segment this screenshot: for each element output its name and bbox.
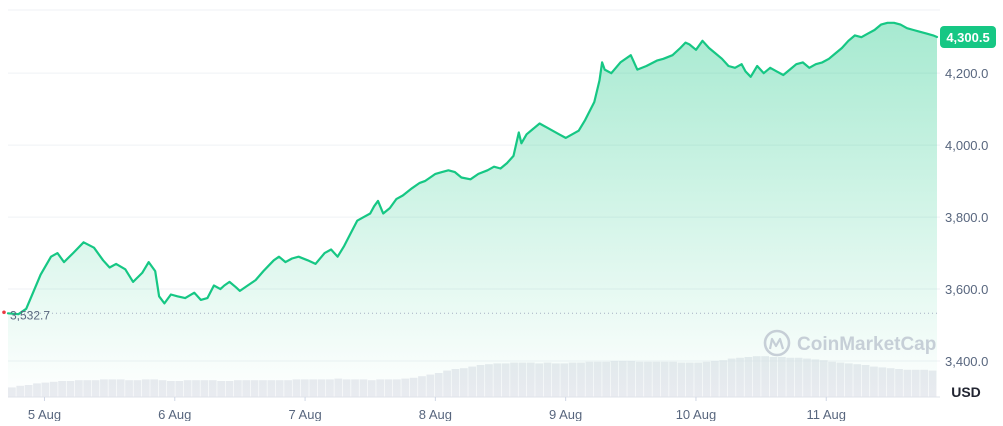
- start-price-label: 3,532.7: [10, 308, 50, 322]
- price-area: [8, 22, 937, 398]
- price-area-fill: [8, 22, 937, 398]
- x-tick-label: 11 Aug: [806, 407, 846, 421]
- price-line: [6, 21, 939, 316]
- x-tick-label: 10 Aug: [676, 407, 717, 421]
- y-tick-label: 4,000.0: [945, 138, 988, 153]
- x-tick-label: 8 Aug: [419, 407, 452, 421]
- current-price-label: 4,300.5: [946, 30, 989, 45]
- y-tick-label: 3,600.0: [945, 282, 988, 297]
- y-tick-label: 3,800.0: [945, 210, 988, 225]
- currency-label: USD: [951, 384, 981, 400]
- current-price-badge-bg: [940, 26, 996, 49]
- x-axis-ticks: 5 Aug 6 Aug 7 Aug 8 Aug 9 Aug 10 Aug 11 Aug: [28, 397, 846, 422]
- current-price-badge: 4,300.5: [940, 26, 996, 49]
- x-tick-label: 7 Aug: [288, 407, 321, 421]
- y-tick-label: 3,400.0: [945, 354, 988, 369]
- y-axis-ticks: 3,400.0 3,600.0 3,800.0 4,000.0 4,200.0: [945, 66, 988, 369]
- start-price-marker: 3,532.7: [2, 308, 50, 322]
- x-tick-label: 9 Aug: [549, 407, 582, 421]
- coinmarketcap-logo-icon: [763, 329, 791, 357]
- watermark-text: CoinMarketCap: [797, 334, 936, 355]
- x-tick-label: 5 Aug: [28, 407, 61, 421]
- watermark: CoinMarketCap: [763, 329, 936, 357]
- start-price-dot: [2, 310, 6, 315]
- y-tick-label: 4,200.0: [945, 66, 988, 81]
- x-tick-label: 6 Aug: [158, 407, 191, 421]
- price-line-path: [6, 21, 939, 316]
